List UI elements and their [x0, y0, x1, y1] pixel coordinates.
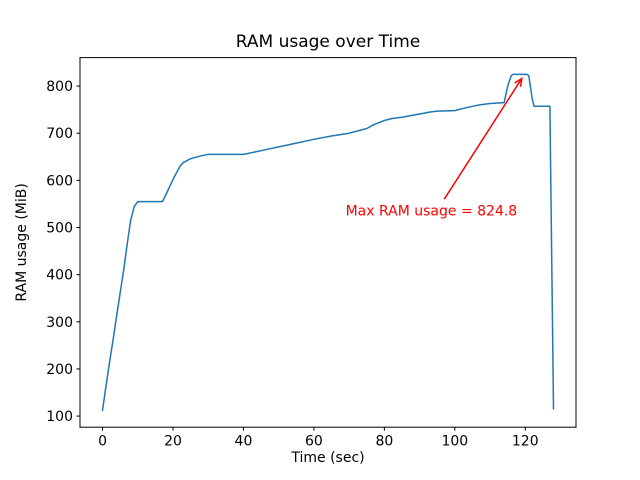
annotation-group — [443, 77, 523, 200]
chart-title: RAM usage over Time — [236, 32, 420, 52]
series-group — [101, 73, 555, 412]
x-tick-label: 100 — [441, 434, 468, 450]
x-tick-label: 0 — [98, 434, 107, 450]
y-tick-label: 600 — [46, 173, 73, 189]
plot-frame — [79, 57, 577, 428]
x-axis: 0 20 40 60 80 100 120 — [98, 427, 539, 450]
y-tick-label: 500 — [46, 221, 73, 237]
x-tick-label: 40 — [235, 434, 253, 450]
y-tick-label: 300 — [46, 315, 73, 331]
annotation-text: Max RAM usage = 824.8 — [346, 204, 518, 220]
x-tick-label: 20 — [164, 434, 182, 450]
y-axis-label: RAM usage (MiB) — [14, 183, 30, 301]
x-axis-label: Time (sec) — [290, 450, 364, 466]
y-tick-label: 800 — [46, 79, 73, 95]
y-tick-label: 200 — [46, 362, 73, 378]
plot-area — [80, 57, 576, 428]
y-tick-label: 400 — [46, 268, 73, 284]
annotation-arrow — [443, 77, 523, 200]
y-axis: 100 200 300 400 500 600 700 800 — [46, 79, 80, 425]
ram-usage-line — [101, 73, 555, 412]
y-tick-label: 100 — [46, 409, 73, 425]
x-tick-label: 60 — [305, 434, 323, 450]
x-tick-label: 80 — [375, 434, 393, 450]
x-tick-label: 120 — [512, 434, 539, 450]
y-tick-label: 700 — [46, 126, 73, 142]
